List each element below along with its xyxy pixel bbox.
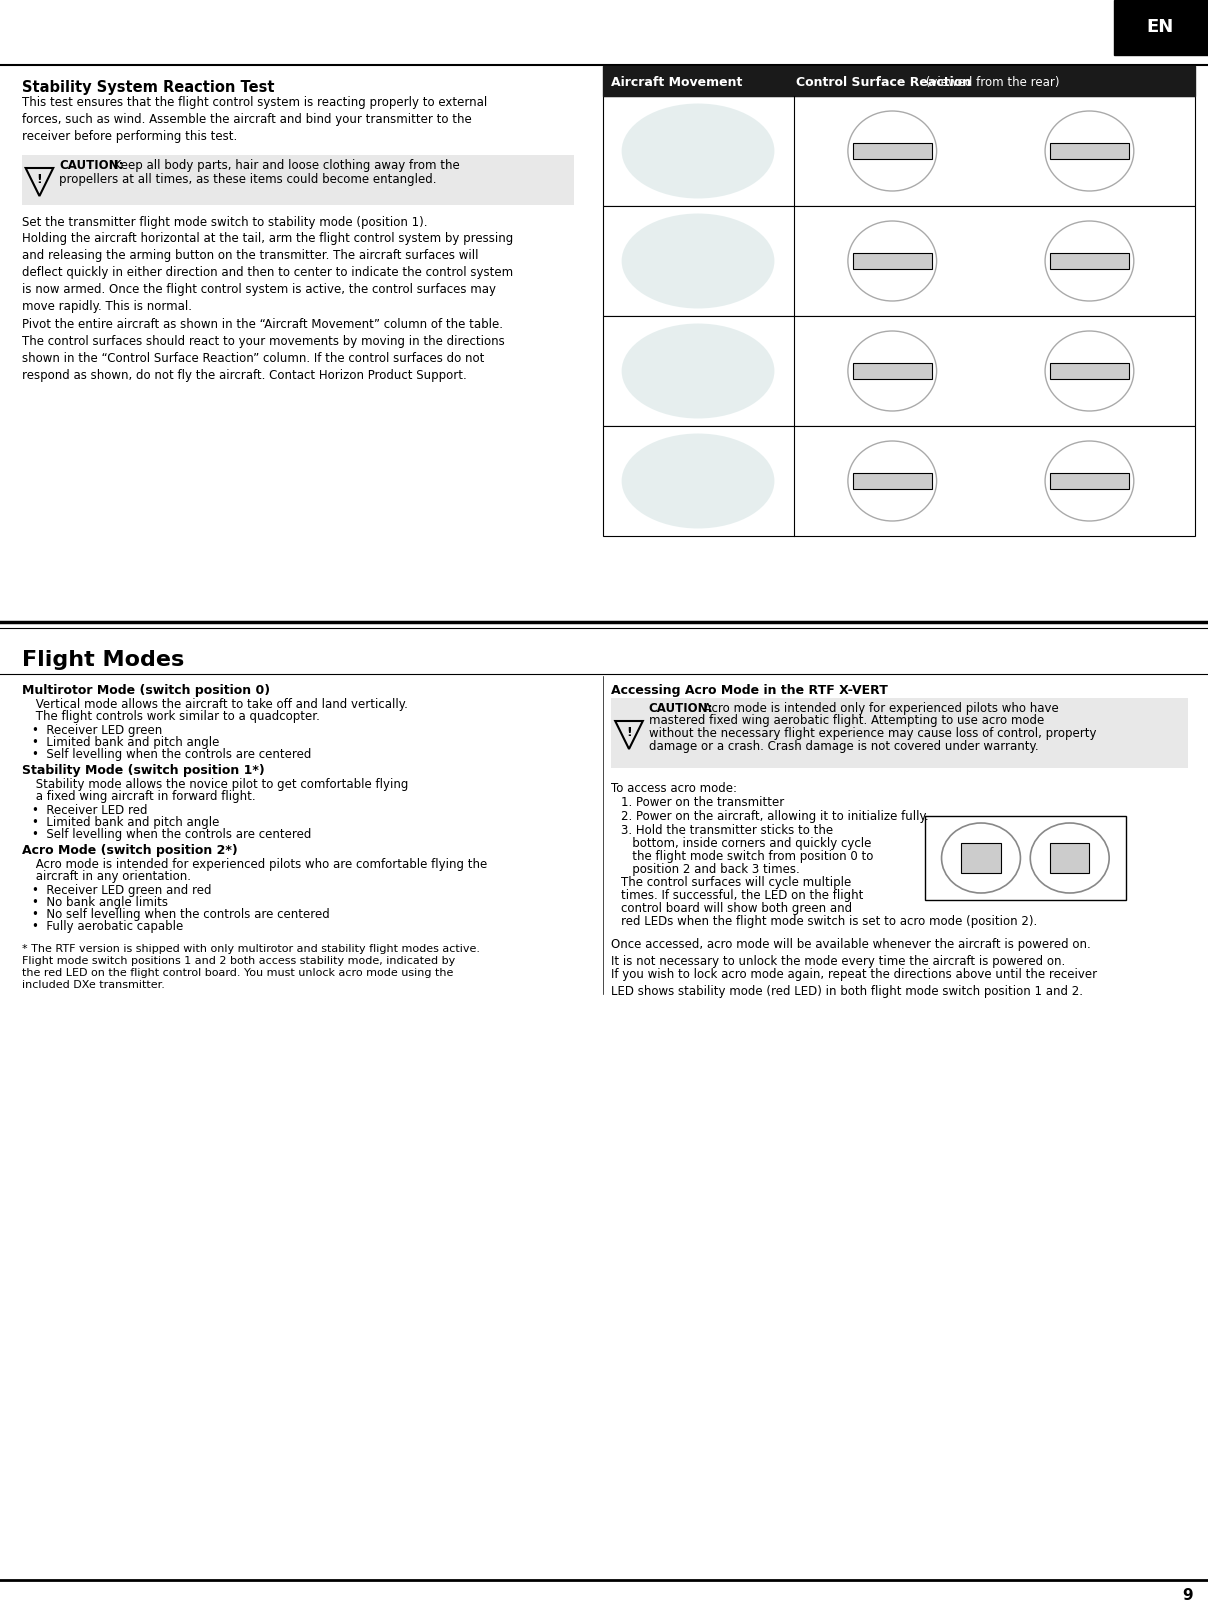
- Text: •  Limited bank and pitch angle: • Limited bank and pitch angle: [32, 737, 219, 750]
- Text: the flight mode switch from position 0 to: the flight mode switch from position 0 t…: [621, 851, 873, 863]
- Bar: [604, 316, 1194, 425]
- Bar: [1050, 254, 1129, 270]
- Text: aircraft in any orientation.: aircraft in any orientation.: [32, 870, 191, 883]
- Text: 3. Hold the transmitter sticks to the: 3. Hold the transmitter sticks to the: [621, 823, 833, 836]
- Text: Once accessed, acro mode will be available whenever the aircraft is powered on.
: Once accessed, acro mode will be availab…: [611, 937, 1091, 968]
- Text: •  Self levelling when the controls are centered: • Self levelling when the controls are c…: [32, 748, 311, 761]
- Text: mastered fixed wing aerobatic flight. Attempting to use acro mode: mastered fixed wing aerobatic flight. At…: [649, 714, 1044, 727]
- Text: •  Self levelling when the controls are centered: • Self levelling when the controls are c…: [32, 828, 311, 841]
- Text: •  Fully aerobatic capable: • Fully aerobatic capable: [32, 920, 183, 933]
- Text: Pivot the entire aircraft as shown in the “Aircraft Movement” column of the tabl: Pivot the entire aircraft as shown in th…: [22, 318, 505, 382]
- Text: •  No self levelling when the controls are centered: • No self levelling when the controls ar…: [32, 908, 330, 921]
- Bar: [853, 143, 932, 159]
- Ellipse shape: [621, 213, 774, 308]
- Ellipse shape: [621, 433, 774, 528]
- Text: •  No bank angle limits: • No bank angle limits: [32, 896, 168, 908]
- Text: Flight mode switch positions 1 and 2 both access stability mode, indicated by: Flight mode switch positions 1 and 2 bot…: [22, 957, 454, 966]
- FancyBboxPatch shape: [925, 815, 1126, 900]
- Bar: [962, 843, 1001, 873]
- Text: the red LED on the flight control board. You must unlock acro mode using the: the red LED on the flight control board.…: [22, 968, 453, 977]
- Text: This test ensures that the flight control system is reacting properly to externa: This test ensures that the flight contro…: [22, 96, 488, 143]
- Bar: [853, 363, 932, 379]
- Text: times. If successful, the LED on the flight: times. If successful, the LED on the fli…: [621, 889, 864, 902]
- Bar: [853, 473, 932, 490]
- Bar: [1050, 843, 1089, 873]
- Bar: [1050, 143, 1129, 159]
- Bar: [1114, 0, 1208, 55]
- Text: a fixed wing aircraft in forward flight.: a fixed wing aircraft in forward flight.: [32, 790, 255, 802]
- Text: 1. Power on the transmitter: 1. Power on the transmitter: [621, 796, 784, 809]
- Text: Keep all body parts, hair and loose clothing away from the: Keep all body parts, hair and loose clot…: [110, 159, 461, 172]
- Text: The control surfaces will cycle multiple: The control surfaces will cycle multiple: [621, 876, 851, 889]
- Text: without the necessary flight experience may cause loss of control, property: without the necessary flight experience …: [649, 727, 1096, 740]
- Text: Acro mode is intended for experienced pilots who are comfortable flying the: Acro mode is intended for experienced pi…: [32, 859, 486, 872]
- Text: Accessing Acro Mode in the RTF X-VERT: Accessing Acro Mode in the RTF X-VERT: [611, 684, 888, 697]
- Text: control board will show both green and: control board will show both green and: [621, 902, 853, 915]
- Text: Stability Mode (switch position 1*): Stability Mode (switch position 1*): [22, 764, 265, 777]
- Bar: [604, 66, 1194, 96]
- Bar: [604, 205, 1194, 316]
- Text: CAUTION:: CAUTION:: [649, 701, 713, 714]
- Text: Stability mode allows the novice pilot to get comfortable flying: Stability mode allows the novice pilot t…: [32, 778, 408, 791]
- Text: •  Receiver LED green and red: • Receiver LED green and red: [32, 884, 211, 897]
- Text: Set the transmitter flight mode switch to stability mode (position 1).: Set the transmitter flight mode switch t…: [22, 217, 428, 230]
- FancyBboxPatch shape: [22, 156, 573, 205]
- Text: damage or a crash. Crash damage is not covered under warranty.: damage or a crash. Crash damage is not c…: [649, 740, 1039, 753]
- Text: •  Receiver LED green: • Receiver LED green: [32, 724, 162, 737]
- Text: Aircraft Movement: Aircraft Movement: [611, 75, 742, 88]
- Text: The flight controls work similar to a quadcopter.: The flight controls work similar to a qu…: [32, 709, 320, 722]
- Text: Acro mode is intended only for experienced pilots who have: Acro mode is intended only for experienc…: [699, 701, 1058, 714]
- Ellipse shape: [621, 324, 774, 419]
- Text: 9: 9: [1182, 1587, 1193, 1602]
- Text: Vertical mode allows the aircraft to take off and land vertically.: Vertical mode allows the aircraft to tak…: [32, 698, 408, 711]
- Text: Flight Modes: Flight Modes: [22, 650, 184, 669]
- Text: !: !: [37, 172, 43, 186]
- Text: Control Surface Reaction: Control Surface Reaction: [795, 75, 970, 88]
- Text: Holding the aircraft horizontal at the tail, arm the flight control system by pr: Holding the aircraft horizontal at the t…: [22, 233, 513, 313]
- Ellipse shape: [621, 103, 774, 199]
- Text: If you wish to lock acro mode again, repeat the directions above until the recei: If you wish to lock acro mode again, rep…: [611, 968, 1098, 998]
- Text: included DXe transmitter.: included DXe transmitter.: [22, 981, 164, 990]
- Text: red LEDs when the flight mode switch is set to acro mode (position 2).: red LEDs when the flight mode switch is …: [621, 915, 1038, 928]
- Bar: [1050, 473, 1129, 490]
- Text: position 2 and back 3 times.: position 2 and back 3 times.: [621, 863, 800, 876]
- Text: 2. Power on the aircraft, allowing it to initialize fully.: 2. Power on the aircraft, allowing it to…: [621, 811, 929, 823]
- Text: !: !: [626, 725, 632, 738]
- Text: •  Limited bank and pitch angle: • Limited bank and pitch angle: [32, 815, 219, 830]
- Bar: [1050, 363, 1129, 379]
- Bar: [604, 425, 1194, 536]
- Text: EN: EN: [1147, 18, 1174, 35]
- Text: Stability System Reaction Test: Stability System Reaction Test: [22, 80, 274, 95]
- Text: * The RTF version is shipped with only multirotor and stability flight modes act: * The RTF version is shipped with only m…: [22, 944, 480, 953]
- Text: To access acro mode:: To access acro mode:: [611, 782, 737, 794]
- Text: CAUTION:: CAUTION:: [59, 159, 124, 172]
- FancyBboxPatch shape: [611, 698, 1188, 769]
- Text: (viewed from the rear): (viewed from the rear): [922, 75, 1060, 88]
- Text: •  Receiver LED red: • Receiver LED red: [32, 804, 147, 817]
- Text: Multirotor Mode (switch position 0): Multirotor Mode (switch position 0): [22, 684, 270, 697]
- Text: Acro Mode (switch position 2*): Acro Mode (switch position 2*): [22, 844, 238, 857]
- Bar: [853, 254, 932, 270]
- Text: bottom, inside corners and quickly cycle: bottom, inside corners and quickly cycle: [621, 836, 871, 851]
- Text: propellers at all times, as these items could become entangled.: propellers at all times, as these items …: [59, 173, 436, 186]
- Bar: [604, 96, 1194, 205]
